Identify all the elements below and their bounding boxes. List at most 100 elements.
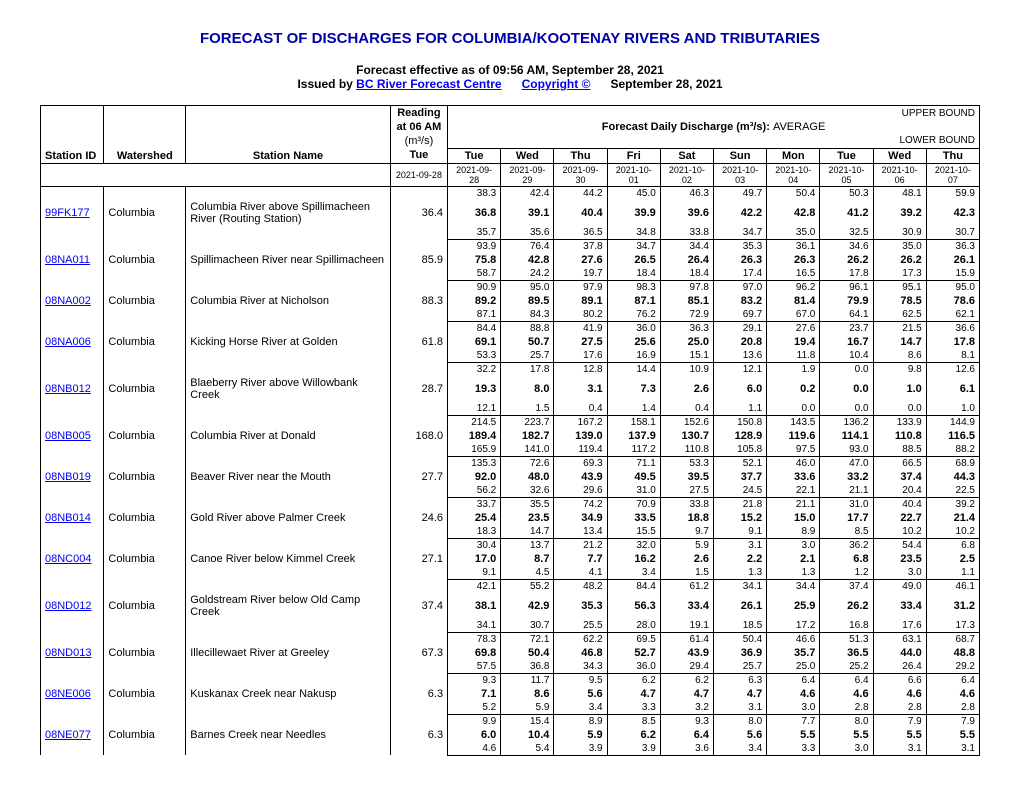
lower-cell: 5.2 [448, 701, 501, 715]
upper-cell: 9.3 [660, 714, 713, 728]
upper-cell: 21.1 [767, 497, 820, 511]
upper-cell: 88.8 [501, 321, 554, 335]
station-id-link[interactable]: 08NB005 [45, 430, 91, 442]
lower-cell: 1.3 [767, 566, 820, 580]
forecast-header: Forecast Daily Discharge (m³/s): AVERAGE [448, 120, 980, 134]
upper-cell: 167.2 [554, 415, 607, 429]
date-col: 2021-10-02 [660, 163, 713, 186]
lower-cell: 9.7 [660, 525, 713, 539]
upper-cell: 50.4 [767, 186, 820, 200]
lower-cell: 25.7 [714, 660, 767, 674]
upper-cell: 63.1 [873, 632, 926, 646]
avg-cell: 6.1 [926, 376, 979, 402]
lower-cell: 30.9 [873, 226, 926, 240]
issued-by-line: Issued by BC River Forecast Centre Copyr… [40, 77, 980, 91]
avg-cell: 48.8 [926, 646, 979, 660]
avg-cell: 7.1 [448, 687, 501, 701]
station-id-link[interactable]: 08NE077 [45, 729, 91, 741]
lower-cell: 3.9 [554, 742, 607, 756]
lower-cell: 19.7 [554, 267, 607, 281]
lower-cell: 69.7 [714, 308, 767, 322]
station-id-link[interactable]: 08NB019 [45, 471, 91, 483]
lower-cell: 31.0 [607, 484, 660, 498]
upper-cell: 11.7 [501, 673, 554, 687]
lower-cell: 57.5 [448, 660, 501, 674]
upper-cell: 61.2 [660, 579, 713, 593]
lower-cell: 1.5 [660, 566, 713, 580]
station-id-link[interactable]: 99FK177 [45, 207, 90, 219]
lower-cell: 17.3 [873, 267, 926, 281]
avg-cell: 2.6 [660, 552, 713, 566]
avg-cell: 119.6 [767, 429, 820, 443]
avg-cell: 42.8 [767, 200, 820, 226]
avg-cell: 46.8 [554, 646, 607, 660]
reading-day: Tue [390, 148, 447, 163]
lower-cell: 1.0 [926, 402, 979, 416]
avg-cell: 0.0 [820, 376, 873, 402]
upper-cell: 69.3 [554, 456, 607, 470]
avg-cell: 85.1 [660, 294, 713, 308]
lower-cell: 16.8 [820, 619, 873, 633]
copyright-link[interactable]: Copyright © [522, 77, 591, 91]
station-id-link[interactable]: 08NA011 [45, 254, 90, 266]
lower-cell: 4.1 [554, 566, 607, 580]
station-name-cell: Kicking Horse River at Golden [186, 335, 391, 349]
station-id-link[interactable]: 08ND013 [45, 647, 91, 659]
upper-cell: 8.5 [607, 714, 660, 728]
lower-cell: 72.9 [660, 308, 713, 322]
upper-cell: 32.0 [607, 538, 660, 552]
avg-cell: 50.7 [501, 335, 554, 349]
lower-cell: 88.5 [873, 443, 926, 457]
upper-cell: 21.5 [873, 321, 926, 335]
upper-cell: 13.7 [501, 538, 554, 552]
avg-cell: 5.5 [820, 728, 873, 742]
avg-cell: 116.5 [926, 429, 979, 443]
lower-cell: 22.1 [767, 484, 820, 498]
station-id-link[interactable]: 08NC004 [45, 553, 91, 565]
date-col: 2021-10-03 [714, 163, 767, 186]
avg-cell: 2.1 [767, 552, 820, 566]
upper-cell: 36.0 [607, 321, 660, 335]
avg-cell: 44.3 [926, 470, 979, 484]
date-col: 2021-09-30 [554, 163, 607, 186]
station-id-link[interactable]: 08NB014 [45, 512, 91, 524]
avg-cell: 42.2 [714, 200, 767, 226]
lower-cell: 67.0 [767, 308, 820, 322]
station-id-link[interactable]: 08NA002 [45, 295, 91, 307]
station-id-link[interactable]: 08NE006 [45, 688, 91, 700]
issuer-link[interactable]: BC River Forecast Centre [356, 77, 501, 91]
upper-cell: 33.8 [660, 497, 713, 511]
avg-cell: 17.0 [448, 552, 501, 566]
avg-cell: 8.0 [501, 376, 554, 402]
station-id-link[interactable]: 08ND012 [45, 600, 91, 612]
avg-cell: 37.7 [714, 470, 767, 484]
avg-cell: 52.7 [607, 646, 660, 660]
upper-cell: 135.3 [448, 456, 501, 470]
reading-cell: 168.0 [390, 429, 447, 443]
avg-cell: 7.7 [554, 552, 607, 566]
lower-cell: 17.2 [767, 619, 820, 633]
upper-cell: 54.4 [873, 538, 926, 552]
upper-bound-label: UPPER BOUND [448, 106, 980, 121]
lower-cell: 97.5 [767, 443, 820, 457]
upper-cell: 8.0 [820, 714, 873, 728]
avg-cell: 19.4 [767, 335, 820, 349]
reading-hdr-l2: at 06 AM [390, 120, 447, 134]
col-station-id: Station ID [41, 106, 104, 164]
station-name-cell: Columbia River at Donald [186, 429, 391, 443]
upper-cell: 96.2 [767, 280, 820, 294]
station-id-link[interactable]: 08NB012 [45, 383, 91, 395]
upper-cell: 8.0 [714, 714, 767, 728]
avg-cell: 23.5 [873, 552, 926, 566]
upper-cell: 150.8 [714, 415, 767, 429]
lower-cell: 3.0 [820, 742, 873, 756]
upper-cell: 143.5 [767, 415, 820, 429]
upper-cell: 37.4 [820, 579, 873, 593]
upper-cell: 10.9 [660, 362, 713, 376]
avg-cell: 4.7 [607, 687, 660, 701]
station-id-link[interactable]: 08NA006 [45, 336, 91, 348]
upper-cell: 6.2 [660, 673, 713, 687]
upper-cell: 42.4 [501, 186, 554, 200]
upper-cell: 5.9 [660, 538, 713, 552]
lower-cell: 17.3 [926, 619, 979, 633]
